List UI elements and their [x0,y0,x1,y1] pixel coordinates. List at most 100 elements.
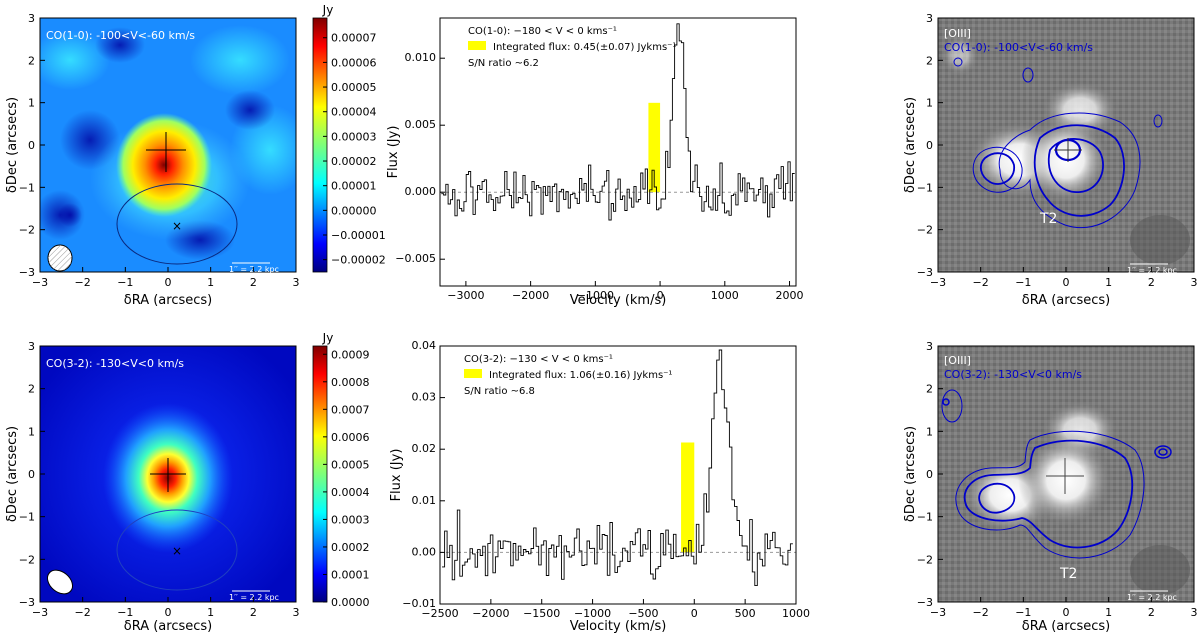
co10-map-ytick-label: 0 [28,139,35,152]
oiii-co10-contour-label: CO(1-0): -100<V<-60 km/s [944,41,1093,54]
co32-region-ellipse [116,509,238,591]
co32-cbtick-label: 0.0004 [331,486,370,499]
co10-spec-xtick-label: 0 [657,289,664,302]
co32-contours [941,389,1172,559]
co10-map-xtick-label: −2 [75,276,91,289]
oiii-co32-ytick-label: 1 [926,425,933,438]
co10-map-ytick-label: −1 [19,181,35,194]
co10-map-ytick-label: −2 [19,224,35,237]
co10-region-ellipse [116,183,238,265]
co32-spec-ylabel: Flux (Jy) [389,449,404,502]
co32-spec-integrated-band [681,442,695,553]
co10-colorbar-unit: Jy [322,3,334,17]
oiii-co32-xtick-label: −2 [973,606,989,619]
co32-map-ytick-label: −2 [19,553,35,566]
co32-map-xtick-label: 2 [250,606,257,619]
oiii-co32-xtick-label: 3 [1191,606,1198,619]
oiii-co32-panel: [OIII] CO(3-2): -130<V<0 km/s T2 1′′ = 2… [903,340,1198,634]
oiii-co10-ytick-label: −2 [917,224,933,237]
oiii-co32-ytick-label: −3 [917,596,933,609]
oiii-co10-xtick-label: 3 [1191,276,1198,289]
co32-colorbar-unit: Jy [322,331,334,345]
co32-map-xtick-label: −1 [117,606,133,619]
co32-spectrum-panel: −2500 −2000 −1500 −1000 −500 0 500 1000 0.04 0.0… [389,339,810,634]
oiii-co10-ytick-label: −1 [917,181,933,194]
co32-map-ytick-label: −1 [19,511,35,524]
co32-map-xtick-label: −3 [32,606,48,619]
co32-contour-mid [963,439,1134,549]
co32-legend-sn: S/N ratio ~6.8 [464,386,535,397]
co32-spec-xtick-label: 0 [691,607,698,620]
oiii-co32-ytick-label: 2 [926,383,933,396]
co32-map-ytick-label: 2 [28,383,35,396]
co32-legend-flux: Integrated flux: 1.06(±0.16) Jykms⁻¹ [489,370,672,381]
co32-contour-inner [978,482,1016,514]
oiii-co10-xtick-label: −3 [930,276,946,289]
oiii-co10-ytick-label: −3 [917,266,933,279]
co32-cbtick-label: 0.0005 [331,458,370,471]
co32-legend: CO(3-2): −130 < V < 0 kms⁻¹ Integrated f… [464,354,672,397]
oiii-co10-xlabel: δRA (arcsecs) [1022,293,1111,308]
co10-spec-xtick-label: 2000 [776,289,804,302]
co10-map-ytick-label: −3 [19,266,35,279]
oiii-co10-ytick-label: 1 [926,97,933,110]
co10-cbtick-label: 0.00002 [331,155,377,168]
co32-map-xtick-label: −2 [75,606,91,619]
co32-map-ytick-label: 3 [28,340,35,353]
co10-map-yticks: 3 2 1 0 −1 −2 −3 [19,12,45,279]
oiii-co32-xlabel: δRA (arcsecs) [1022,619,1111,634]
co32-spec-ytick-label: 0.00 [412,545,437,558]
co10-map-xtick-label: −1 [117,276,133,289]
co10-colorbar: Jy 0.00007 0.00006 0.00005 0.00004 0.00003 0.… [312,3,386,273]
co32-spec-ytick-label: 0.03 [412,391,437,404]
co10-spec-xtick-label: −1000 [577,289,614,302]
co10-map-xtick-label: 0 [165,276,172,289]
co32-map-ytick-label: −3 [19,596,35,609]
co10-contour-mid [1033,124,1125,217]
co32-cbtick-label: 0.0009 [331,348,370,361]
co10-cbtick-label: 0.00004 [331,106,377,119]
co10-map-ylabel: δDec (arcsecs) [5,97,20,193]
co10-map-ytick-label: 1 [28,97,35,110]
co10-spec-xlabel: Velocity (km/s) [570,293,667,308]
oiii-co32-xtick-label: −3 [930,606,946,619]
co10-spec-integrated-band [648,102,661,193]
co10-cbtick-label: 0.00007 [331,32,377,45]
co10-map-label: CO(1-0): -100<V<-60 km/s [46,29,195,42]
co10-x-marker: × [172,219,182,233]
oiii-co32-xtick-label: 2 [1148,606,1155,619]
co32-map-xtick-label: 3 [293,606,300,619]
co32-map-ylabel: δDec (arcsecs) [5,426,20,522]
oiii-co10-scalebar-label: 1′′ = 2.2 kpc [1127,266,1177,275]
co32-cbtick-label: 0.0002 [331,541,370,554]
co10-map-ytick-label: 3 [28,12,35,25]
co10-contour-inner [1047,138,1104,193]
co10-cbtick-label: 0.00005 [331,81,377,94]
co10-map-xtick-label: −3 [32,276,48,289]
oiii-co32-scalebar-label: 1′′ = 2.2 kpc [1127,593,1177,602]
co10-contour-west [979,152,1015,185]
co10-legend-title: CO(1-0): −180 < V < 0 kms⁻¹ [468,26,617,37]
co32-cbtick-label: 0.0006 [331,431,370,444]
co10-map-xlabel: δRA (arcsecs) [124,293,213,308]
co10-spec-ytick-label: 0.010 [405,51,437,64]
co32-contour-outer [955,430,1145,559]
co32-spec-xtick-label: −1500 [523,607,560,620]
oiii-co32-xtick-label: 0 [1063,606,1070,619]
oiii-co10-panel: [OIII] CO(1-0): -100<V<-60 km/s T2 1′′ =… [903,12,1198,308]
co32-spec-ytick-label: 0.04 [412,339,437,352]
co32-cbtick-label: 0.0007 [331,403,370,416]
co32-spec-xtick-label: −1000 [574,607,611,620]
oiii-co10-ylabel: δDec (arcsecs) [903,97,918,193]
co10-contour-west-outer [972,146,1023,193]
co10-map-xtick-label: 2 [250,276,257,289]
co32-spec-ytick-label: 0.02 [412,442,437,455]
co10-legend-flux: Integrated flux: 0.45(±0.07) Jykms⁻¹ [493,42,676,53]
oiii-co10-xtick-label: −1 [1015,276,1031,289]
co32-cbtick-label: 0.0000 [331,596,370,609]
co32-legend-swatch [464,369,482,378]
co32-cbtick-label: 0.0001 [331,568,370,581]
co10-legend-swatch [468,41,486,50]
co32-legend-title: CO(3-2): −130 < V < 0 kms⁻¹ [464,354,613,365]
oiii-co10-xtick-label: 1 [1105,276,1112,289]
